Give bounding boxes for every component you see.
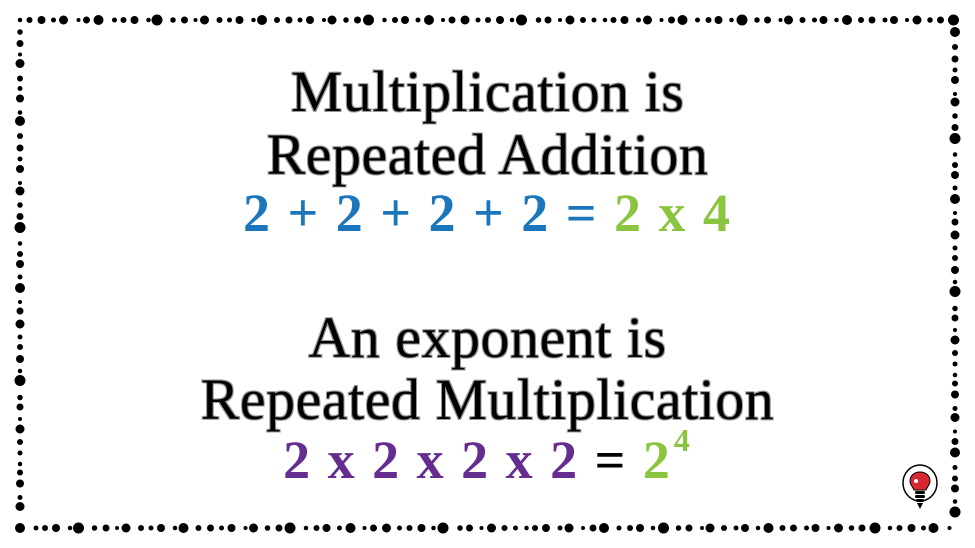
section-exponent: An exponent is Repeated Multiplication 2… (201, 307, 775, 487)
heading1-line1: Multiplication is (291, 59, 685, 124)
heading-multiplication: Multiplication is Repeated Addition (243, 61, 732, 186)
eq1-right: 2 x 4 (614, 183, 732, 243)
eq2-exponent: 4 (674, 422, 692, 458)
eq2-base: 2 (643, 430, 672, 490)
main-content: Multiplication is Repeated Addition 2 + … (40, 28, 935, 520)
heading1-line2: Repeated Addition (267, 122, 709, 187)
eq2-equals: = (579, 430, 643, 490)
equation-exponent: 2 x 2 x 2 x 2 = 24 (201, 432, 775, 487)
section-multiplication: Multiplication is Repeated Addition 2 + … (243, 61, 732, 240)
eq1-left: 2 + 2 + 2 + 2 (243, 183, 550, 243)
eq2-left: 2 x 2 x 2 x 2 (283, 430, 579, 490)
heading-exponent: An exponent is Repeated Multiplication (201, 307, 775, 432)
equation-addition: 2 + 2 + 2 + 2 = 2 x 4 (243, 186, 732, 240)
lightbulb-logo-icon (901, 464, 939, 512)
eq1-equals: = (550, 183, 614, 243)
heading2-line1: An exponent is (308, 305, 666, 370)
